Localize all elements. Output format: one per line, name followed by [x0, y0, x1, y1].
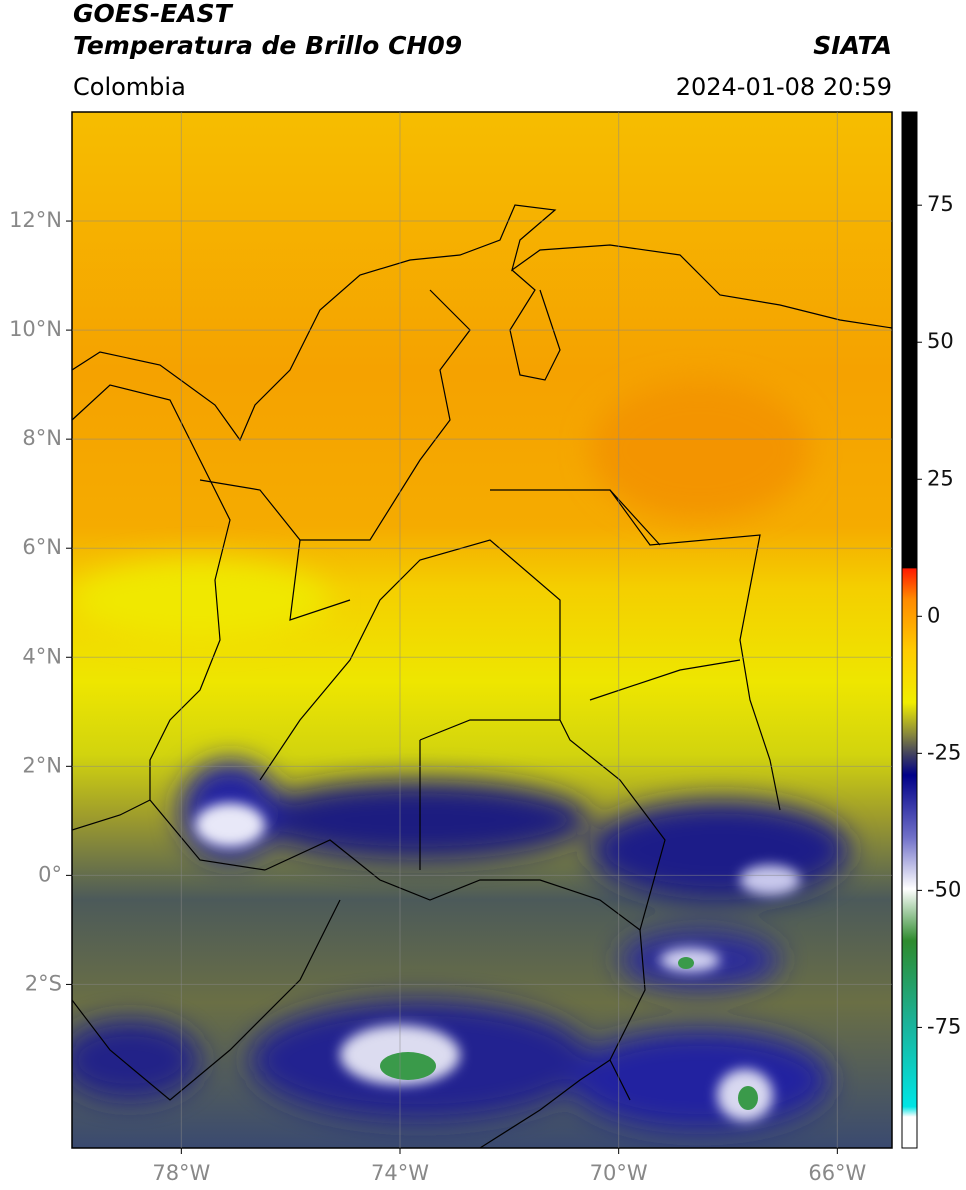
source: SIATA — [813, 31, 892, 60]
colorbar — [901, 111, 918, 1149]
y-tick-label: 6°N — [22, 535, 62, 559]
x-tick-label: 66°W — [808, 1161, 866, 1185]
x-tick-label: 70°W — [590, 1161, 648, 1185]
region: Colombia — [73, 73, 186, 101]
y-tick-label: 2°S — [25, 971, 62, 995]
subtitle: Temperatura de Brillo CH09 — [73, 31, 462, 60]
satellite-image — [72, 112, 892, 1148]
colorbar-tick-label: -75 — [927, 1014, 961, 1038]
y-tick-label: 2°N — [22, 753, 62, 777]
x-tick-label: 78°W — [152, 1161, 210, 1185]
colorbar-tick-label: 0 — [927, 603, 940, 627]
y-tick-label: 4°N — [22, 644, 62, 668]
y-tick-label: 10°N — [9, 317, 62, 341]
x-tick-label: 74°W — [371, 1161, 429, 1185]
colorbar-tick-label: -50 — [927, 877, 961, 901]
y-tick-label: 8°N — [22, 426, 62, 450]
colorbar-tick-label: -25 — [927, 740, 961, 764]
y-tick-label: 12°N — [9, 208, 62, 232]
datetime: 2024-01-08 20:59 — [676, 73, 892, 101]
y-tick-label: 0° — [38, 862, 62, 886]
colorbar-tick-label: 75 — [927, 192, 954, 216]
colorbar-tick-label: 25 — [927, 466, 954, 490]
title: GOES-EAST — [73, 0, 234, 28]
map-frame — [71, 111, 893, 1149]
colorbar-tick-label: 50 — [927, 329, 954, 353]
